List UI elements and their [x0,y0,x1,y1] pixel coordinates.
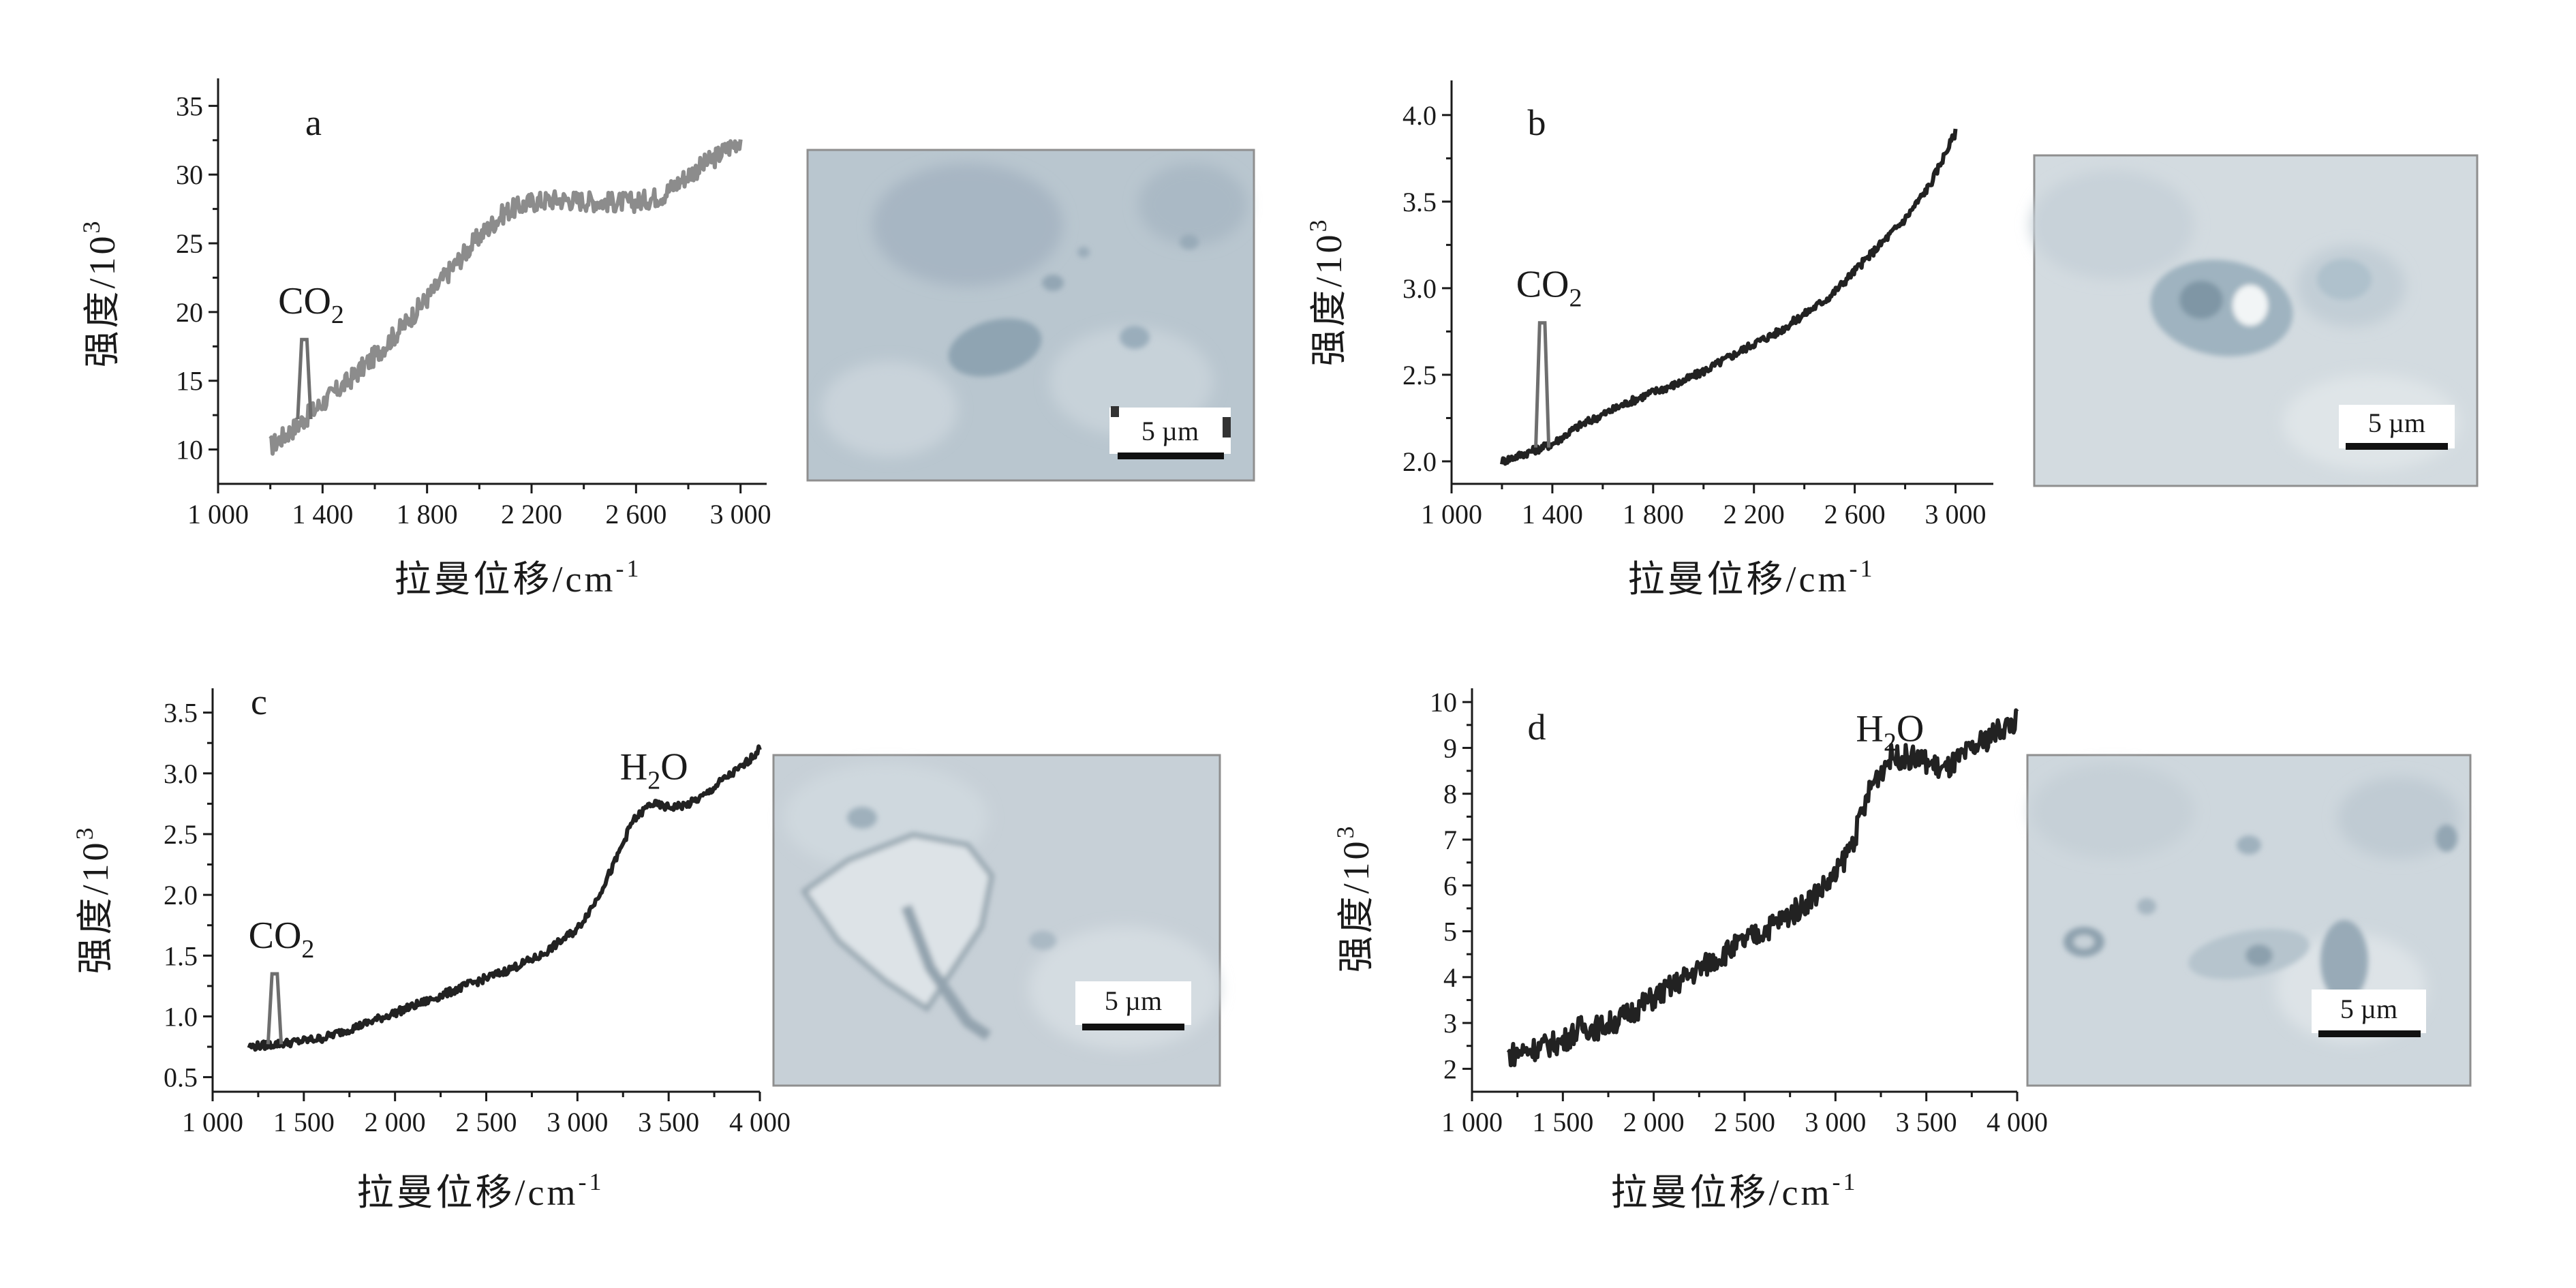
y-tick-label-c: 0.5 [164,1062,198,1093]
x-tick-label-b: 2 600 [1824,499,1886,530]
x-tick-label-b: 3 000 [1925,499,1987,530]
spectrum-line-b [1500,128,1958,466]
x-tick-label-a: 2 600 [605,499,666,530]
x-axis-title-d: 拉曼位移/cm-1 [1611,1168,1858,1213]
x-tick-label-a: 1 800 [397,499,458,530]
spectrum-line-d [1506,708,2019,1068]
x-tick-label-b: 1 400 [1522,499,1583,530]
y-tick-label-b: 2.5 [1402,360,1437,390]
micrograph-d: 5 µm [2026,754,2472,1087]
panel-letter-a: a [305,102,322,143]
y-tick-label-c: 1.0 [164,1001,198,1032]
panel-letter-b: b [1528,102,1546,143]
peak-c [266,972,283,1045]
chart-panel-d: 1 000 1 500 2 000 2 500 3 000 3 500 4 000 2 3 4 5 6… [1332,687,2048,1213]
peak-a [296,337,313,420]
peak-b [1534,321,1551,448]
x-tick-label-d: 2 500 [1714,1107,1775,1137]
x-tick-label-b: 1 000 [1421,499,1482,530]
y-tick-label-b: 3.5 [1402,187,1437,217]
panel-letter-d: d [1528,707,1546,748]
x-tick-label-d: 1 000 [1441,1107,1503,1137]
x-tick-label-c: 2 500 [456,1107,517,1137]
y-tick-label-a: 15 [176,366,203,397]
scale-bar-b [2346,443,2448,450]
panel-letter-c: c [251,681,267,722]
y-tick-label-a: 20 [176,297,203,328]
y-tick-label-a: 35 [176,91,203,121]
y-tick-label-b: 2.0 [1402,446,1437,477]
y-tick-label-b: 3.0 [1402,273,1437,304]
y-tick-label-c: 3.5 [164,698,198,729]
x-tick-label-a: 2 200 [501,499,562,530]
scale-bar-c [1082,1024,1184,1030]
x-axis-title-b: 拉曼位移/cm-1 [1628,555,1875,600]
y-tick-label-b: 4.0 [1402,100,1437,131]
x-tick-label-c: 2 000 [365,1107,426,1137]
scale-bar-a [1118,453,1224,459]
y-axis-title-a: 强度/103 [78,218,123,367]
scale-bar-label-d: 5 µm [2340,994,2397,1024]
y-tick-label-d: 8 [1443,779,1457,810]
y-axis-title-d: 强度/103 [1332,823,1377,972]
scale-bar-label-c: 5 µm [1105,985,1162,1016]
chart-panel-b: 1 000 1 400 1 800 2 200 2 600 3 000 2.0 2.5 3.0 3… [1304,80,1993,600]
chart-panel-a: 1 000 1 400 1 800 2 200 2 600 3 000 10 15 20 25 30… [78,78,771,600]
scale-bar-label-a: 5 µm [1141,416,1199,446]
y-tick-label-d: 5 [1443,917,1457,947]
x-tick-label-d: 2 000 [1623,1107,1685,1137]
x-axis-title-c: 拉曼位移/cm-1 [357,1168,604,1213]
x-tick-label-c: 1 500 [273,1107,335,1137]
y-tick-label-d: 2 [1443,1054,1457,1084]
x-tick-label-c: 4 000 [729,1107,791,1137]
x-tick-label-a: 1 000 [187,499,249,530]
x-tick-label-c: 1 000 [182,1107,243,1137]
y-tick-label-c: 2.5 [164,819,198,850]
micrograph-a: 5 µm [806,149,1255,482]
chart-panel-c: 1 000 1 500 2 000 2 500 3 000 3 500 4 000 0.5 1.… [71,681,791,1213]
y-tick-label-a: 10 [176,435,203,465]
x-tick-label-a: 1 400 [292,499,353,530]
peak-label-a: CO2 [278,280,344,329]
y-tick-label-d: 4 [1443,962,1457,993]
x-tick-label-b: 2 200 [1723,499,1785,530]
micrograph-b: 5 µm [2031,154,2479,487]
peak-label-b: CO2 [1516,264,1582,313]
y-tick-label-d: 9 [1443,733,1457,763]
water-label-d: H2O [1856,707,1924,756]
y-axis-title-c: 强度/103 [71,825,116,974]
y-tick-label-d: 10 [1430,687,1457,718]
x-tick-label-a: 3 000 [710,499,771,530]
peak-label-c: CO2 [249,915,315,964]
x-tick-label-c: 3 000 [547,1107,608,1137]
y-tick-label-c: 3.0 [164,758,198,789]
y-axis-title-b: 强度/103 [1304,217,1349,366]
y-tick-label-d: 7 [1443,825,1457,855]
spectrum-line-c [247,744,762,1052]
scale-bar-label-b: 5 µm [2368,408,2425,438]
x-tick-label-c: 3 500 [638,1107,699,1137]
x-tick-label-d: 3 500 [1896,1107,1957,1137]
y-tick-label-c: 1.5 [164,940,198,971]
spectrum-line-a [269,139,743,456]
x-tick-label-b: 1 800 [1623,499,1684,530]
y-tick-label-d: 6 [1443,870,1457,901]
x-axis-title-a: 拉曼位移/cm-1 [395,555,642,600]
x-tick-label-d: 1 500 [1532,1107,1593,1137]
y-tick-label-c: 2.0 [164,880,198,910]
water-label-c: H2O [620,746,688,795]
scale-bar-d [2318,1030,2421,1037]
x-tick-label-d: 3 000 [1805,1107,1866,1137]
y-tick-label-d: 3 [1443,1008,1457,1039]
y-tick-label-a: 30 [176,159,203,190]
x-tick-label-d: 4 000 [1987,1107,2048,1137]
micrograph-c: 5 µm [772,754,1221,1087]
y-tick-label-a: 25 [176,228,203,259]
